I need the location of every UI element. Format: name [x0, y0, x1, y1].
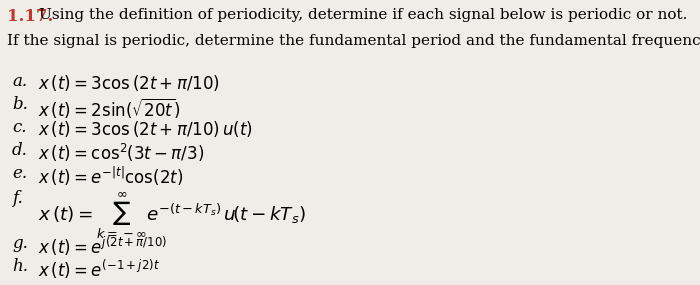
Text: 1.17.: 1.17. [7, 8, 53, 25]
Text: g.: g. [12, 235, 28, 252]
Text: $x\,(t) = e^{j(2t+\pi/10)}$: $x\,(t) = e^{j(2t+\pi/10)}$ [38, 235, 167, 258]
Text: $x\,(t) = 3\cos\left(2t + \pi/10\right)\,u(t)$: $x\,(t) = 3\cos\left(2t + \pi/10\right)\… [38, 119, 253, 139]
Text: f.: f. [12, 190, 22, 207]
Text: c.: c. [12, 119, 27, 136]
Text: $x\,(t) = e^{-|t|}\cos(2t)$: $x\,(t) = e^{-|t|}\cos(2t)$ [38, 165, 183, 188]
Text: d.: d. [12, 142, 28, 159]
Text: a.: a. [12, 73, 27, 90]
Text: b.: b. [12, 96, 28, 113]
Text: $x\,(t) = 2\sin\!\left(\sqrt{20t}\right)$: $x\,(t) = 2\sin\!\left(\sqrt{20t}\right)… [38, 96, 181, 120]
Text: $x\,(t) = \cos^2\!\left(3t - \pi/3\right)$: $x\,(t) = \cos^2\!\left(3t - \pi/3\right… [38, 142, 204, 164]
Text: h.: h. [12, 258, 28, 275]
Text: $x\,(t) = e^{(-1+j2)t}$: $x\,(t) = e^{(-1+j2)t}$ [38, 258, 160, 281]
Text: $x\,(t) = \sum_{k=-\infty}^{\infty} e^{-(t-kT_s)}\,u\!\left(t - kT_s\right)$: $x\,(t) = \sum_{k=-\infty}^{\infty} e^{-… [38, 190, 307, 241]
Text: e.: e. [12, 165, 27, 182]
Text: If the signal is periodic, determine the fundamental period and the fundamental : If the signal is periodic, determine the… [7, 34, 700, 48]
Text: Using the definition of periodicity, determine if each signal below is periodic : Using the definition of periodicity, det… [39, 8, 688, 22]
Text: $x\,(t) = 3\cos\left(2t + \pi/10\right)$: $x\,(t) = 3\cos\left(2t + \pi/10\right)$ [38, 73, 220, 93]
